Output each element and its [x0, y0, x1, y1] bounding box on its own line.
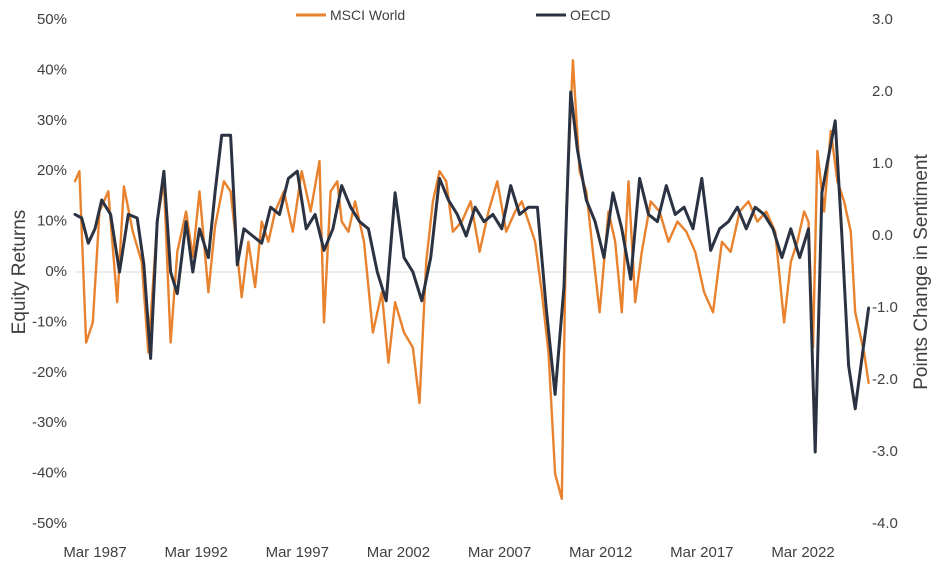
left-tick-label: 50% — [37, 11, 67, 28]
series-layer — [73, 59, 871, 500]
left-axis-ticks: 50% 40% 30% 20% 10% 0% -10% -20% -30% -40% -50% — [32, 11, 67, 532]
x-tick-label: Mar 2002 — [367, 544, 430, 561]
right-tick-label: -2.0 — [872, 371, 898, 388]
right-tick-label: -1.0 — [872, 299, 898, 316]
left-tick-label: 20% — [37, 162, 67, 179]
left-tick-label: 10% — [37, 213, 67, 230]
right-tick-label: 1.0 — [872, 155, 893, 172]
x-axis-ticks: Mar 1987 Mar 1992 Mar 1997 Mar 2002 Mar 2007… — [63, 544, 834, 561]
legend-label-msci-world: MSCI World — [330, 7, 405, 23]
right-tick-label: 3.0 — [872, 11, 893, 28]
right-axis-ticks: 3.0 2.0 1.0 0.0 -1.0 -2.0 -3.0 -4.0 — [872, 11, 898, 532]
left-tick-label: -30% — [32, 414, 67, 431]
right-tick-label: -3.0 — [872, 443, 898, 460]
x-tick-label: Mar 2012 — [569, 544, 632, 561]
x-tick-label: Mar 1987 — [63, 544, 126, 561]
left-tick-label: 40% — [37, 61, 67, 78]
x-tick-label: Mar 2017 — [670, 544, 733, 561]
legend: MSCI World OECD — [296, 7, 610, 23]
x-tick-label: Mar 1992 — [164, 544, 227, 561]
right-axis-title: Points Change in Sentiment — [911, 154, 932, 390]
x-tick-label: Mar 2022 — [771, 544, 834, 561]
legend-label-oecd: OECD — [570, 7, 610, 23]
left-axis-title: Equity Returns — [9, 210, 30, 335]
left-tick-label: -40% — [32, 465, 67, 482]
x-tick-label: Mar 1997 — [266, 544, 329, 561]
right-tick-label: 0.0 — [872, 227, 893, 244]
series-line-oecd — [73, 90, 871, 454]
left-tick-label: -20% — [32, 364, 67, 381]
right-tick-label: -4.0 — [872, 515, 898, 532]
series-line-msci-world — [73, 59, 870, 500]
left-tick-label: 0% — [45, 263, 67, 280]
left-tick-label: 30% — [37, 112, 67, 129]
x-tick-label: Mar 2007 — [468, 544, 531, 561]
right-tick-label: 2.0 — [872, 83, 893, 100]
left-tick-label: -10% — [32, 313, 67, 330]
left-tick-label: -50% — [32, 515, 67, 532]
